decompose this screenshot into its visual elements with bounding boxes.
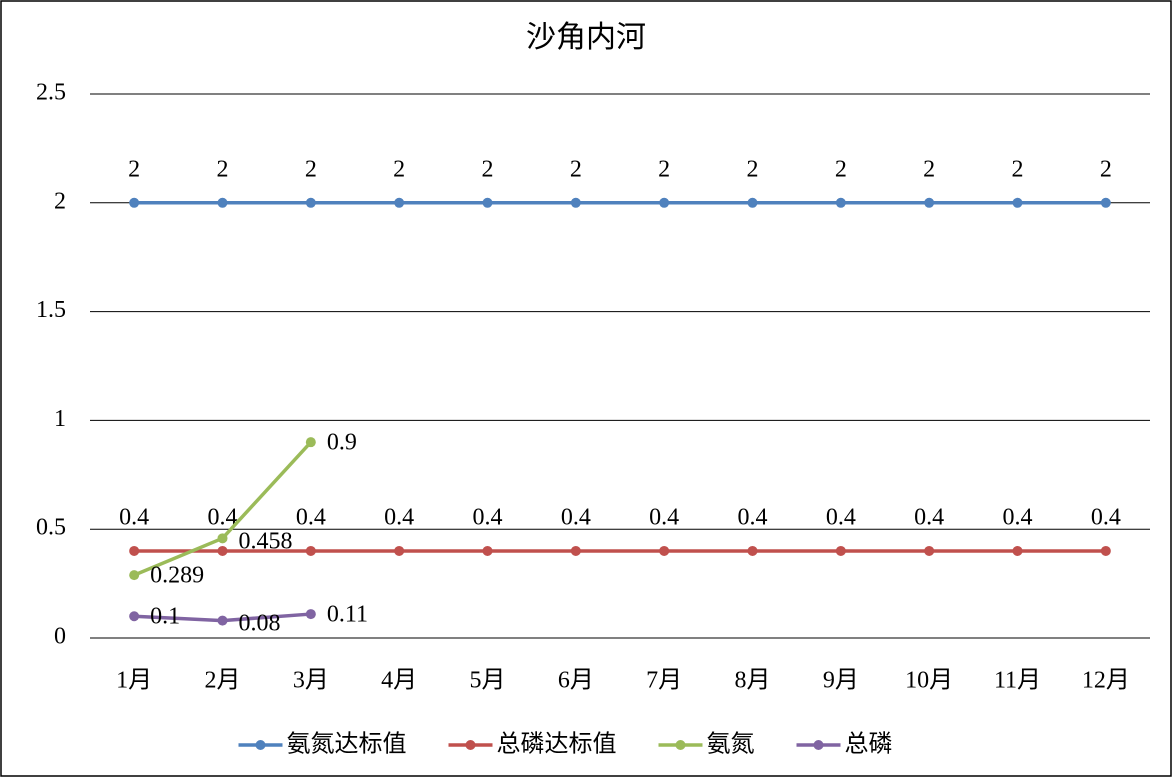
x-tick-label: 2月 <box>205 668 241 694</box>
legend-marker <box>675 740 686 750</box>
data-point <box>570 545 581 556</box>
x-tick-label: 8月 <box>735 668 771 694</box>
data-point <box>747 197 758 208</box>
data-label: 0.4 <box>826 504 856 530</box>
data-label: 0.4 <box>296 504 326 530</box>
data-point <box>129 197 140 208</box>
data-point <box>217 545 228 556</box>
data-label: 2 <box>1100 156 1112 182</box>
data-point <box>482 197 493 208</box>
y-tick-label: 1.5 <box>36 297 66 323</box>
data-point <box>924 197 935 208</box>
data-label: 2 <box>747 156 759 182</box>
data-point <box>1100 545 1111 556</box>
data-point <box>394 197 405 208</box>
y-tick-label: 2 <box>54 188 66 214</box>
data-point <box>217 533 228 544</box>
data-label: 0.458 <box>239 528 293 554</box>
data-label: 0.4 <box>1091 504 1121 530</box>
data-point <box>924 545 935 556</box>
legend-marker <box>465 740 476 750</box>
data-label: 0.08 <box>239 611 281 637</box>
data-point <box>129 545 140 556</box>
data-label: 2 <box>570 156 582 182</box>
legend-label: 总磷达标值 <box>497 731 617 758</box>
data-label: 0.9 <box>327 430 357 456</box>
data-point <box>217 615 228 626</box>
data-label: 2 <box>1012 156 1024 182</box>
legend-label: 氨氮 <box>707 731 755 758</box>
x-tick-label: 5月 <box>470 668 506 694</box>
y-tick-label: 2.5 <box>36 80 66 106</box>
x-tick-label: 11月 <box>994 668 1041 694</box>
data-point <box>835 197 846 208</box>
x-tick-label: 12月 <box>1082 668 1130 694</box>
data-label: 0.4 <box>914 504 944 530</box>
data-label: 0.1 <box>150 604 180 630</box>
x-tick-label: 3月 <box>293 668 329 694</box>
data-point <box>482 545 493 556</box>
data-label: 2 <box>482 156 494 182</box>
x-tick-label: 10月 <box>905 668 953 694</box>
data-point <box>747 545 758 556</box>
data-label: 0.4 <box>738 504 768 530</box>
data-point <box>1012 197 1023 208</box>
data-point <box>835 545 846 556</box>
data-label: 2 <box>923 156 935 182</box>
data-label: 2 <box>835 156 847 182</box>
y-tick-label: 0.5 <box>36 515 66 541</box>
chart-title: 沙角内河 <box>526 21 646 54</box>
data-label: 0.4 <box>473 504 503 530</box>
data-label: 2 <box>128 156 140 182</box>
x-tick-label: 6月 <box>558 668 594 694</box>
x-tick-label: 4月 <box>381 668 417 694</box>
data-point <box>659 545 670 556</box>
data-label: 2 <box>305 156 317 182</box>
legend-marker <box>255 740 266 750</box>
data-label: 2 <box>393 156 405 182</box>
data-point <box>1100 197 1111 208</box>
data-point <box>305 609 316 620</box>
data-point <box>305 197 316 208</box>
data-label: 0.4 <box>384 504 414 530</box>
data-point <box>305 437 316 448</box>
data-point <box>394 545 405 556</box>
x-tick-label: 7月 <box>646 668 682 694</box>
data-label: 0.4 <box>119 504 149 530</box>
legend-label: 氨氮达标值 <box>287 731 407 758</box>
data-label: 2 <box>658 156 670 182</box>
y-tick-label: 1 <box>54 406 66 432</box>
legend-label: 总磷 <box>845 731 893 758</box>
legend-marker <box>813 740 824 750</box>
data-point <box>659 197 670 208</box>
data-label: 0.11 <box>327 602 368 628</box>
data-point <box>1012 545 1023 556</box>
data-label: 0.4 <box>649 504 679 530</box>
x-tick-label: 9月 <box>823 668 859 694</box>
data-label: 0.4 <box>561 504 591 530</box>
data-point <box>305 545 316 556</box>
data-point <box>570 197 581 208</box>
data-label: 0.4 <box>1003 504 1033 530</box>
data-label: 2 <box>217 156 229 182</box>
data-point <box>129 611 140 622</box>
x-tick-label: 1月 <box>116 668 152 694</box>
y-tick-label: 0 <box>54 624 66 650</box>
data-label: 0.289 <box>150 563 204 589</box>
data-point <box>217 197 228 208</box>
data-point <box>129 570 140 581</box>
